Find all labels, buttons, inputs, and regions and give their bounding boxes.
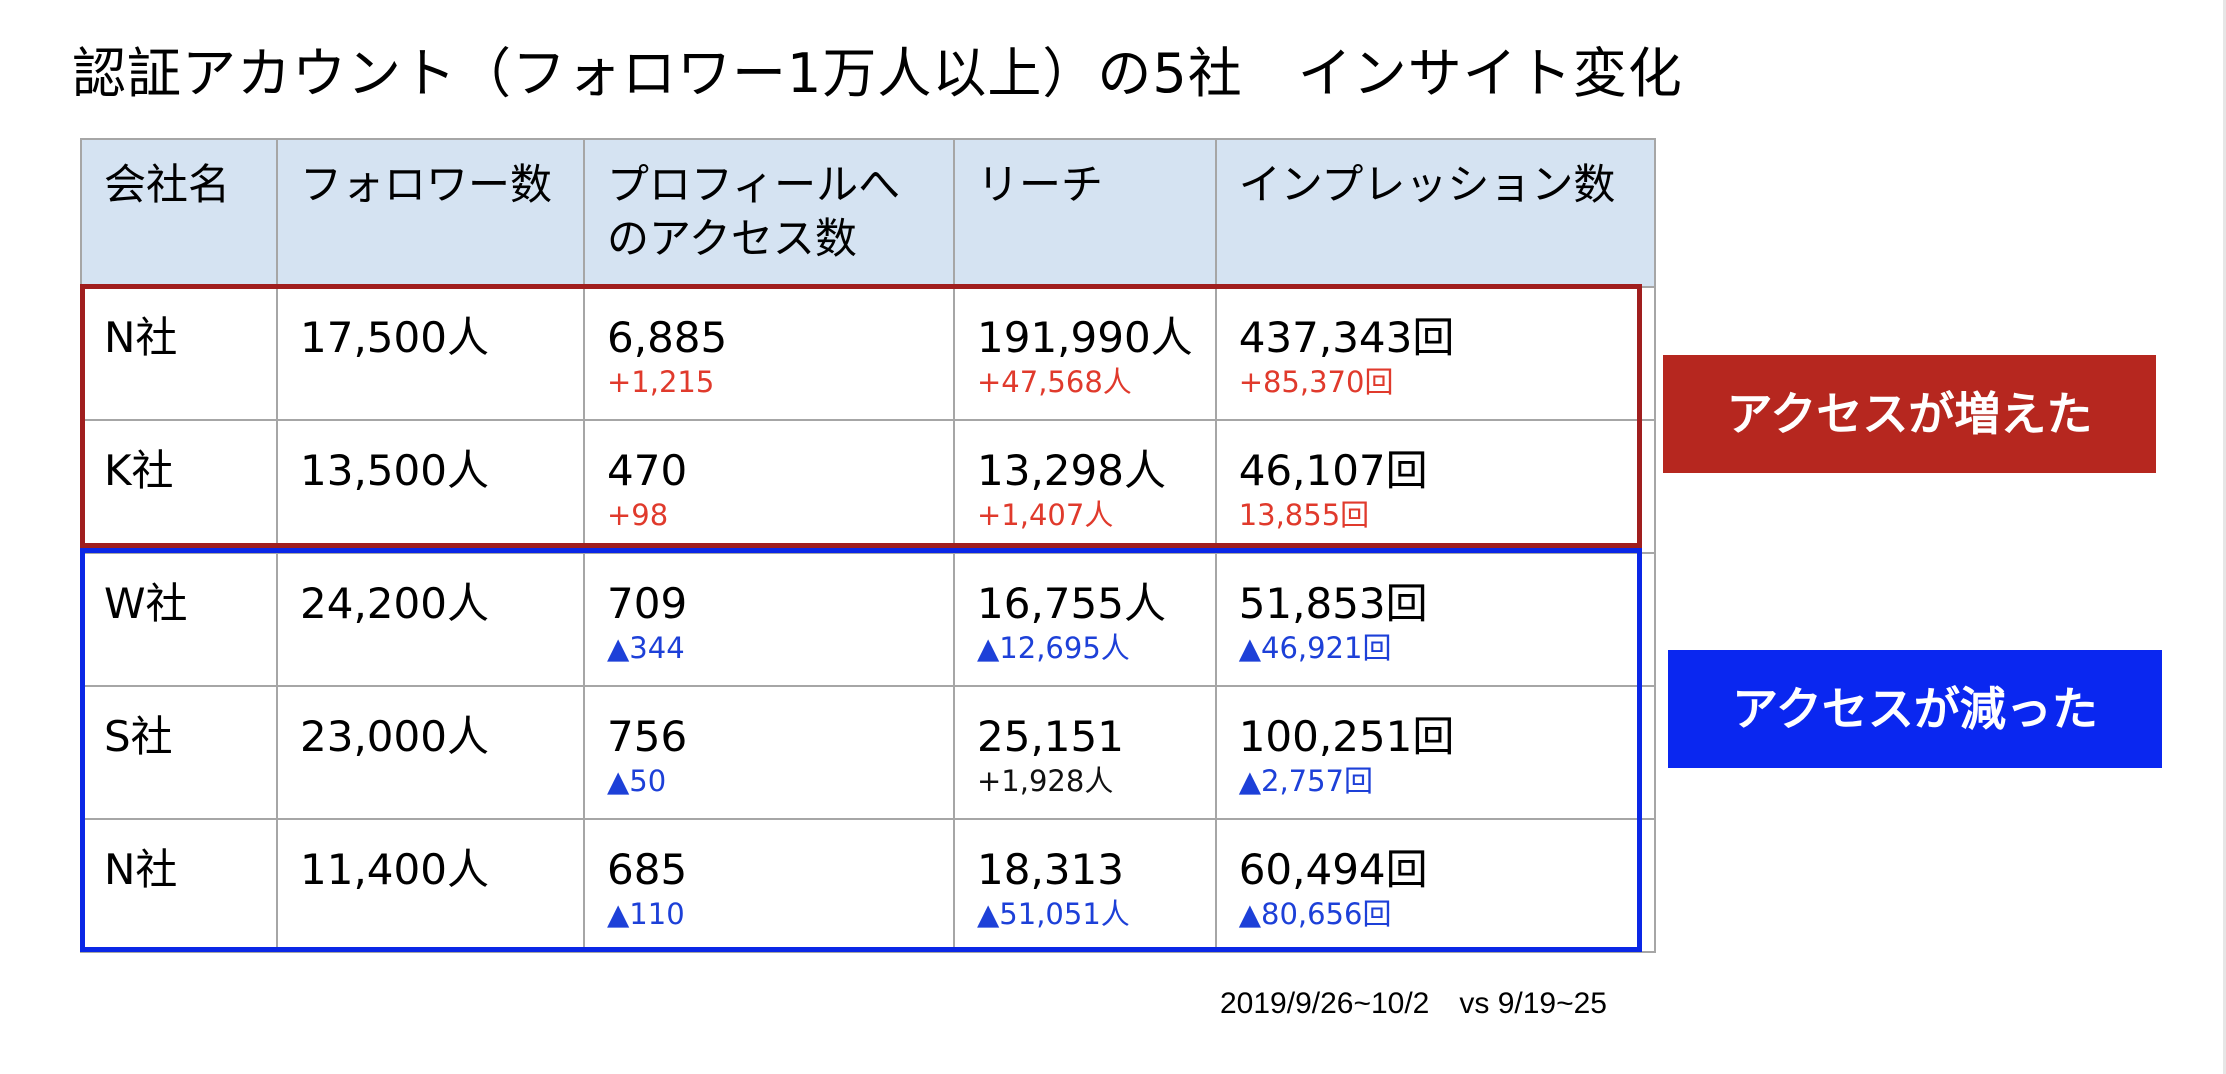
- followers-cell: 24,200人: [276, 552, 585, 687]
- access-decreased-label: アクセスが減った: [1668, 650, 2162, 768]
- reach-cell: 13,298人 +1,407人: [953, 419, 1217, 554]
- reach-value: 191,990人: [977, 313, 1193, 362]
- reach-change: ▲12,695人: [977, 631, 1130, 665]
- access-increased-label: アクセスが増えた: [1663, 355, 2156, 473]
- header-profile-access: プロフィールへのアクセス数: [583, 138, 955, 288]
- followers-cell: 17,500人: [276, 286, 585, 421]
- table-row: N社 11,400人 685 ▲110 18,313 ▲51,051人 60,494…: [80, 818, 1656, 953]
- impressions-change: ▲80,656回: [1238, 897, 1392, 931]
- reach-value: 25,151: [977, 712, 1124, 761]
- followers-value: 17,500人: [300, 313, 489, 362]
- impressions-cell: 46,107回 13,855回: [1214, 419, 1656, 554]
- company-cell: W社: [80, 552, 278, 687]
- followers-value: 23,000人: [300, 712, 489, 761]
- impressions-value: 46,107回: [1238, 446, 1428, 495]
- header-reach: リーチ: [953, 138, 1217, 288]
- profile-access-change: +1,215: [607, 365, 715, 399]
- slide-edge: [2223, 0, 2226, 1074]
- impressions-cell: 51,853回 ▲46,921回: [1214, 552, 1656, 687]
- followers-value: 13,500人: [300, 446, 489, 495]
- company-cell: K社: [80, 419, 278, 554]
- company-cell: N社: [80, 286, 278, 421]
- reach-value: 18,313: [977, 845, 1124, 894]
- reach-change: +47,568人: [977, 365, 1132, 399]
- company-name: N社: [104, 845, 178, 894]
- impressions-value: 51,853回: [1238, 579, 1428, 628]
- profile-access-cell: 685 ▲110: [583, 818, 955, 953]
- company-cell: N社: [80, 818, 278, 953]
- header-impressions-label: インプレッション数: [1238, 160, 1616, 209]
- profile-access-change: ▲110: [607, 897, 685, 931]
- profile-access-value: 756: [607, 712, 688, 761]
- date-range-footnote: 2019/9/26~10/2 vs 9/19~25: [1220, 987, 1607, 1020]
- company-name: N社: [104, 313, 178, 362]
- reach-cell: 18,313 ▲51,051人: [953, 818, 1217, 953]
- reach-value: 16,755人: [977, 579, 1166, 628]
- company-name: K社: [104, 446, 174, 495]
- impressions-cell: 437,343回 +85,370回: [1214, 286, 1656, 421]
- impressions-change: ▲2,757回: [1238, 764, 1374, 798]
- company-name: W社: [104, 579, 188, 628]
- impressions-cell: 100,251回 ▲2,757回: [1214, 685, 1656, 820]
- impressions-change: 13,855回: [1238, 498, 1370, 532]
- header-followers: フォロワー数: [276, 138, 585, 288]
- header-company: 会社名: [80, 138, 278, 288]
- profile-access-value: 6,885: [607, 313, 728, 362]
- followers-cell: 23,000人: [276, 685, 585, 820]
- followers-cell: 13,500人: [276, 419, 585, 554]
- impressions-cell: 60,494回 ▲80,656回: [1214, 818, 1656, 953]
- header-reach-label: リーチ: [977, 160, 1104, 209]
- header-impressions: インプレッション数: [1214, 138, 1656, 288]
- profile-access-value: 709: [607, 579, 688, 628]
- company-name: S社: [104, 712, 173, 761]
- table-row: K社 13,500人 470 +98 13,298人 +1,407人 46,107回…: [80, 419, 1656, 554]
- impressions-value: 100,251回: [1238, 712, 1455, 761]
- followers-value: 11,400人: [300, 845, 489, 894]
- impressions-value: 437,343回: [1238, 313, 1455, 362]
- profile-access-cell: 709 ▲344: [583, 552, 955, 687]
- table-row: N社 17,500人 6,885 +1,215 191,990人 +47,568人 …: [80, 286, 1656, 421]
- header-profile-access-label: プロフィールへのアクセス数: [607, 160, 901, 263]
- profile-access-change: +98: [607, 498, 669, 532]
- reach-change: +1,928人: [977, 764, 1114, 798]
- profile-access-cell: 6,885 +1,215: [583, 286, 955, 421]
- reach-cell: 191,990人 +47,568人: [953, 286, 1217, 421]
- impressions-change: ▲46,921回: [1238, 631, 1392, 665]
- reach-change: +1,407人: [977, 498, 1114, 532]
- impressions-value: 60,494回: [1238, 845, 1428, 894]
- profile-access-cell: 756 ▲50: [583, 685, 955, 820]
- reach-change: ▲51,051人: [977, 897, 1130, 931]
- impressions-change: +85,370回: [1238, 365, 1394, 399]
- table-row: W社 24,200人 709 ▲344 16,755人 ▲12,695人 51,85…: [80, 552, 1656, 687]
- page-title: 認証アカウント（フォロワー1万人以上）の5社 インサイト変化: [72, 42, 1683, 105]
- reach-value: 13,298人: [977, 446, 1166, 495]
- followers-value: 24,200人: [300, 579, 489, 628]
- table-row: S社 23,000人 756 ▲50 25,151 +1,928人 100,251回…: [80, 685, 1656, 820]
- company-cell: S社: [80, 685, 278, 820]
- profile-access-cell: 470 +98: [583, 419, 955, 554]
- table-header-row: 会社名 フォロワー数 プロフィールへのアクセス数 リーチ インプレッション数: [80, 138, 1656, 288]
- header-followers-label: フォロワー数: [300, 160, 553, 209]
- followers-cell: 11,400人: [276, 818, 585, 953]
- profile-access-change: ▲50: [607, 764, 667, 798]
- profile-access-change: ▲344: [607, 631, 685, 665]
- profile-access-value: 685: [607, 845, 688, 894]
- insight-table: 会社名 フォロワー数 プロフィールへのアクセス数 リーチ インプレッション数 N…: [80, 138, 1656, 953]
- reach-cell: 16,755人 ▲12,695人: [953, 552, 1217, 687]
- reach-cell: 25,151 +1,928人: [953, 685, 1217, 820]
- header-company-label: 会社名: [104, 160, 231, 209]
- profile-access-value: 470: [607, 446, 688, 495]
